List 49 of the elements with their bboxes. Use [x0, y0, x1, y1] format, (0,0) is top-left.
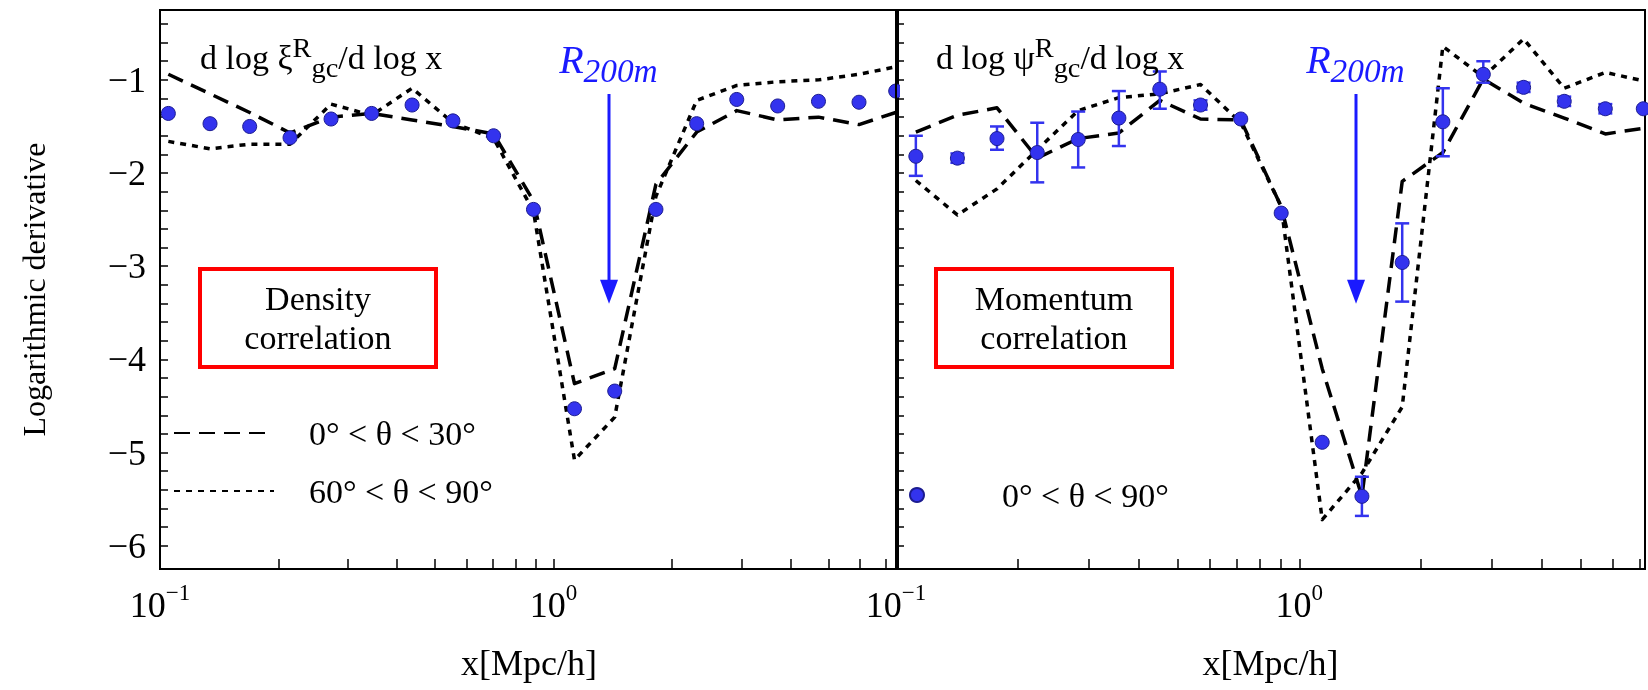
legend-label: 60° < θ < 90° — [309, 472, 493, 510]
y-tick-label: −2 — [107, 153, 146, 194]
point — [648, 201, 664, 217]
ref-line-label: R$_{200m}$ — [559, 35, 658, 90]
text: d log ξ$^{R}$$_{gc}$/d log x — [200, 32, 443, 85]
point — [770, 98, 786, 114]
ref-line-label: R$_{200m}$ — [1306, 35, 1405, 90]
point — [908, 148, 924, 164]
point — [566, 401, 582, 417]
point — [1233, 111, 1249, 127]
point — [1475, 66, 1491, 82]
y-tick-label: −3 — [107, 246, 146, 287]
point — [404, 97, 420, 113]
point — [202, 116, 218, 132]
point — [282, 130, 298, 146]
point — [1273, 205, 1289, 221]
point — [323, 111, 339, 127]
x-axis-title: x[Mpc/h] — [461, 643, 597, 683]
point — [1070, 132, 1086, 147]
y-tick-label: −4 — [107, 339, 146, 380]
y-tick-label: −1 — [107, 59, 146, 100]
point — [851, 94, 867, 110]
point — [689, 116, 705, 132]
note-box: Density correlation — [198, 267, 438, 370]
note-box: Momentum correlation — [934, 267, 1174, 370]
y-tick-label: −6 — [107, 525, 146, 566]
point — [445, 113, 461, 129]
point — [810, 93, 826, 109]
point — [1435, 114, 1451, 130]
y-axis-title: Logarithmic derivative — [16, 142, 52, 437]
point — [1029, 145, 1045, 161]
point — [1111, 110, 1127, 126]
text: d log ψ$^{R}$$_{gc}$/d log x — [936, 32, 1185, 85]
point — [1354, 488, 1370, 504]
point — [729, 91, 745, 107]
legend-label: 0° < θ < 90° — [1002, 476, 1169, 514]
legend-label: 0° < θ < 30° — [309, 414, 476, 452]
point — [364, 105, 380, 121]
point — [1394, 254, 1410, 270]
point — [989, 131, 1005, 147]
point — [242, 118, 258, 134]
point — [160, 105, 176, 121]
point — [1314, 434, 1330, 450]
point — [1152, 81, 1168, 97]
y-tick-label: −5 — [107, 432, 146, 473]
point — [607, 383, 623, 399]
x-axis-title: x[Mpc/h] — [1202, 643, 1339, 683]
point — [525, 201, 541, 217]
point — [486, 128, 502, 144]
